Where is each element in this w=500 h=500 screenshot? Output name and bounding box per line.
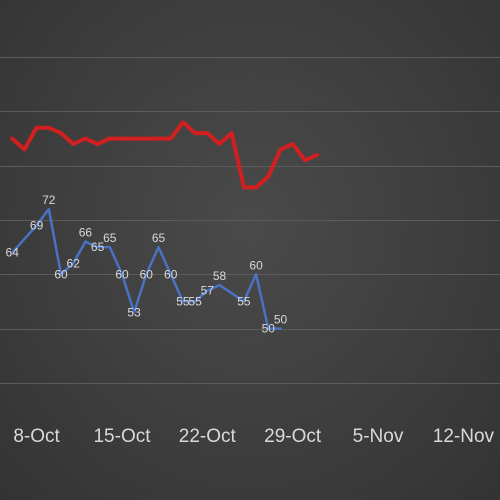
x-tick-label: 12-Nov	[433, 426, 495, 447]
data-label: 50	[262, 322, 276, 336]
data-label: 60	[164, 267, 178, 281]
x-tick-label: 5-Nov	[353, 426, 404, 447]
data-label: 60	[249, 258, 263, 272]
data-label: 65	[103, 231, 117, 245]
data-label: 55	[237, 294, 251, 308]
data-label: 60	[115, 267, 129, 281]
data-label: 65	[152, 231, 166, 245]
data-label: 64	[6, 246, 20, 260]
data-label: 50	[274, 313, 288, 327]
x-tick-label: 8-Oct	[13, 426, 60, 447]
series-line-2	[10, 207, 282, 330]
data-label: 55	[176, 294, 190, 308]
x-axis-ticks: 8-Oct 15-Oct 22-Oct 29-Oct 5-Nov 12-Nov	[13, 426, 494, 447]
data-label: 60	[140, 267, 154, 281]
x-tick-label: 22-Oct	[179, 426, 237, 447]
data-label: 69	[30, 218, 44, 232]
x-tick-label: 29-Oct	[264, 426, 322, 447]
series-line-1	[10, 120, 320, 190]
data-label: 57	[201, 284, 215, 298]
data-label: 60	[54, 267, 68, 281]
data-label: 53	[127, 305, 141, 319]
data-label: 72	[42, 193, 56, 207]
series-lines	[10, 120, 320, 330]
data-label: 58	[213, 269, 227, 283]
data-label: 55	[188, 294, 202, 308]
data-labels: 6469726062666565605360656055555758556050…	[6, 193, 288, 336]
data-label: 65	[91, 240, 105, 254]
x-tick-label: 15-Oct	[93, 426, 151, 447]
data-label: 62	[67, 256, 81, 270]
gridlines	[0, 57, 500, 384]
data-label: 66	[79, 226, 93, 240]
